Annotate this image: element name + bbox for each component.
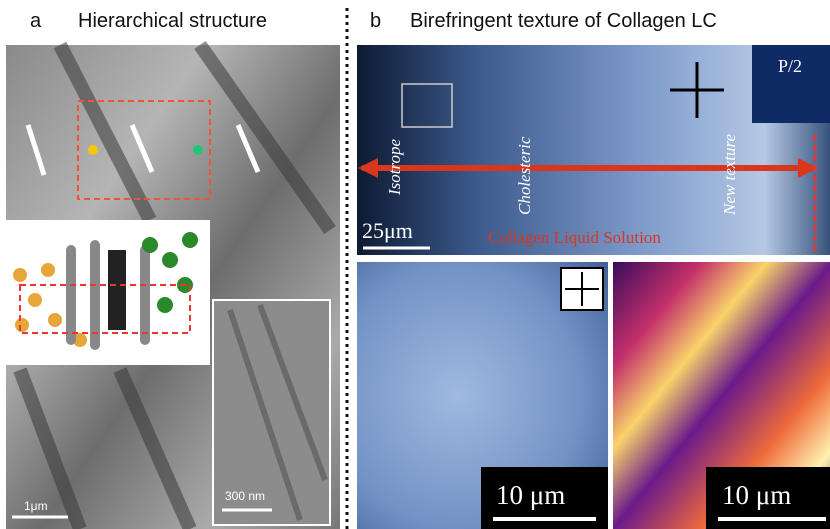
zoom-fibers	[227, 303, 328, 521]
region-label: Isotrope	[385, 139, 404, 196]
roi-box	[401, 83, 453, 128]
inset-diagram	[0, 220, 210, 365]
roi-box	[77, 100, 211, 200]
fiber-bands	[13, 40, 336, 529]
scale-label: 300 nm	[225, 489, 265, 503]
inset	[752, 45, 830, 123]
polarizer-cross	[670, 62, 724, 118]
fibril-model	[13, 232, 198, 350]
panel-letter: a	[30, 10, 42, 32]
scale-label: 1μm	[24, 499, 48, 513]
scale-label: 25μm	[362, 218, 413, 243]
polarizer-cross	[565, 272, 599, 306]
panel-title: Birefringent texture of Collagen LC	[410, 10, 717, 32]
rods	[25, 124, 261, 176]
inset-roi	[19, 284, 191, 334]
region-label: Cholesteric	[515, 136, 534, 215]
arrow-head	[798, 158, 818, 178]
stripe	[108, 250, 126, 330]
pom-image	[357, 45, 830, 255]
panel-letter: b	[370, 10, 381, 32]
scale-label: 10 μm	[722, 480, 791, 510]
inset-label: P/2	[778, 56, 802, 76]
scale-label: 10 μm	[496, 480, 565, 510]
dot	[193, 145, 203, 155]
dot	[88, 145, 98, 155]
region-label: New texture	[720, 134, 739, 216]
arrow-head	[358, 158, 378, 178]
caption: Collagen Liquid Solution	[488, 228, 661, 247]
panel-title: Hierarchical structure	[78, 10, 267, 32]
